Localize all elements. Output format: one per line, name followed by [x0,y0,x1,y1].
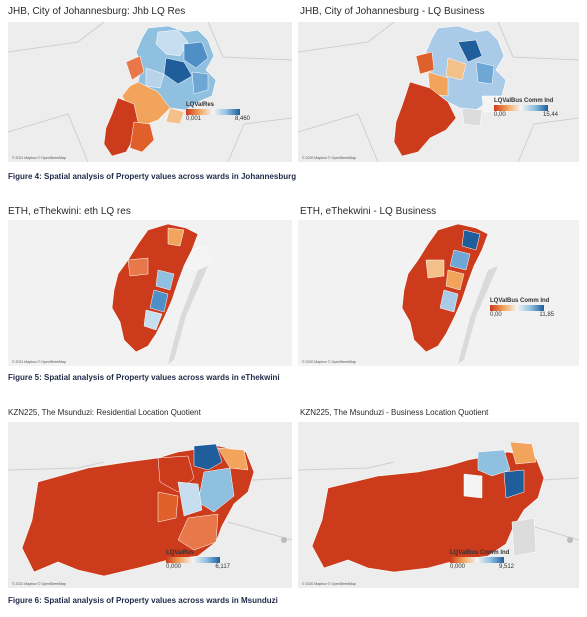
legend-title: LQValRes [166,550,195,556]
jhb-business-map[interactable]: LQValBus Comm Ind 0,00 15,44 © 2020 Mapb… [298,22,579,162]
legend-max: 8,460 [234,116,250,122]
msunduzi-residential-legend: LQValRes 0,000 6,117 [166,550,230,571]
jhb-business-choropleth [298,22,579,162]
legend-min: 0,001 [186,116,202,122]
fig6-right-title: KZN225, The Msunduzi - Business Location… [300,408,489,417]
legend-max: 11,85 [539,312,554,318]
msunduzi-residential-choropleth [8,443,292,577]
jhb-residential-legend: LQValRes 0,001 8,460 [186,102,250,123]
figure-5-caption: Figure 5: Spatial analysis of Property v… [8,373,280,382]
legend-color-ramp [450,557,504,563]
jhb-business-legend: LQValBus Comm Ind 0,00 15,44 [494,98,558,119]
legend-title: LQValBus Comm Ind [450,550,510,556]
figure-4-caption: Figure 4: Spatial analysis of Property v… [8,172,297,181]
legend-max: 6,117 [215,564,230,570]
legend-color-ramp [186,109,240,115]
eth-business-legend: LQValBus Comm Ind 0,00 11,85 [490,298,554,319]
msunduzi-residential-map[interactable]: LQValRes 0,000 6,117 © 2021 Mapbox © Ope… [8,422,292,588]
eth-business-choropleth [401,223,498,364]
fig4-right-title: JHB, City of Johannesburg - LQ Business [300,6,485,17]
legend-color-ramp [494,105,548,111]
fig4-left-title: JHB, City of Johannesburg: Jhb LQ Res [8,6,186,17]
eth-business-map[interactable]: LQValBus Comm Ind 0,00 11,85 © 2020 Mapb… [298,220,579,366]
fig5-left-title: ETH, eThekwini: eth LQ res [8,206,131,217]
legend-max: 15,44 [542,112,558,118]
fig6-left-title: KZN225, The Msunduzi: Residential Locati… [8,408,201,417]
legend-color-ramp [490,305,544,311]
legend-title: LQValBus Comm Ind [490,298,550,304]
legend-color-ramp [166,557,220,563]
fig5-right-title: ETH, eThekwini - LQ Business [300,206,437,217]
map-credit: © 2021 Mapbox © OpenStreetMap [12,156,66,160]
eth-residential-choropleth [111,223,213,364]
msunduzi-business-legend: LQValBus Comm Ind 0,000 9,512 [450,550,514,571]
jhb-residential-map[interactable]: LQValRes 0,001 8,460 © 2021 Mapbox © Ope… [8,22,292,162]
map-credit: © 2021 Mapbox © OpenStreetMap [12,360,66,364]
map-credit: © 2020 Mapbox © OpenStreetMap [302,582,356,586]
msunduzi-business-choropleth [298,441,579,573]
map-credit: © 2021 Mapbox © OpenStreetMap [12,582,66,586]
legend-min: 0,000 [166,564,182,570]
msunduzi-business-map[interactable]: LQValBus Comm Ind 0,000 9,512 © 2020 Map… [298,422,579,588]
legend-min: 0,000 [450,564,466,570]
legend-min: 0,00 [490,312,502,318]
eth-residential-map[interactable]: © 2021 Mapbox © OpenStreetMap [8,220,292,366]
legend-title: LQValBus Comm Ind [494,98,554,104]
legend-title: LQValRes [186,102,215,108]
legend-max: 9,512 [498,564,514,570]
map-credit: © 2020 Mapbox © OpenStreetMap [302,360,356,364]
jhb-residential-choropleth [8,22,292,162]
legend-min: 0,00 [494,112,506,118]
map-credit: © 2020 Mapbox © OpenStreetMap [302,156,356,160]
figure-6-caption: Figure 6: Spatial analysis of Property v… [8,596,278,605]
